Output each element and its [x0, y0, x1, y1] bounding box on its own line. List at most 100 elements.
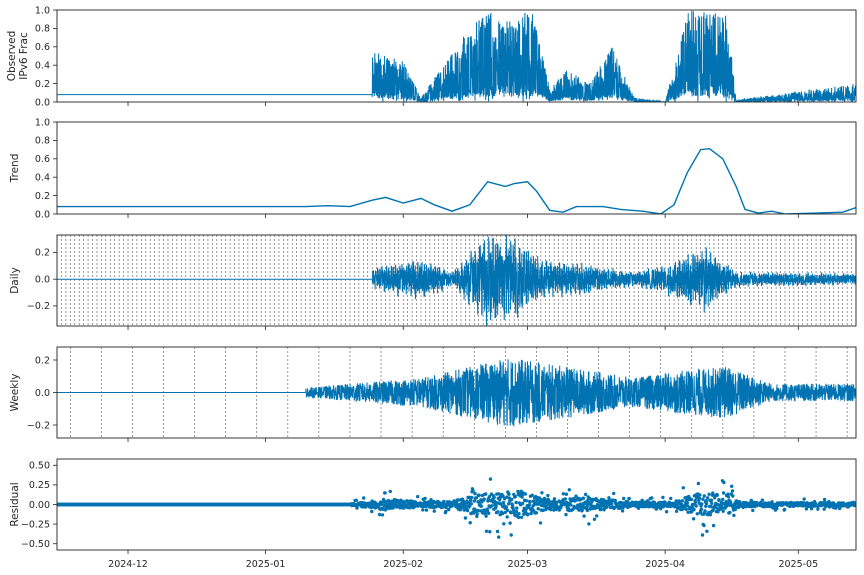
residual-point: [574, 494, 578, 498]
residual-point: [731, 494, 735, 498]
residual-point: [702, 523, 706, 528]
residual-point: [519, 515, 524, 519]
panel-trend: 0.0 0.2 0.4 0.6 0.8 1.0 Trend: [9, 117, 857, 220]
residual-point: [508, 521, 512, 525]
residual-point: [816, 507, 820, 511]
residual-point: [488, 477, 493, 481]
residual-point: [465, 508, 470, 513]
panel-weekly: −0.2 0.0 0.2 Weekly: [9, 346, 857, 442]
residual-point: [702, 494, 706, 498]
residual-point: [545, 502, 549, 506]
residual-point: [692, 507, 696, 512]
y-tick-label: 0.2: [35, 248, 50, 259]
residual-point: [607, 496, 611, 500]
y-tick-label: 0.00: [29, 500, 50, 511]
residual-point: [590, 500, 594, 504]
residual-point: [561, 492, 566, 496]
residual-point: [514, 500, 518, 505]
residual-point: [659, 507, 663, 511]
residual-point: [730, 484, 734, 488]
residual-point: [674, 509, 679, 513]
residual-point: [470, 495, 474, 500]
residual-point: [689, 497, 694, 502]
x-tick-label: 2025-05: [778, 559, 818, 570]
x-tick-label: 2025-03: [508, 559, 548, 570]
residual-point: [552, 497, 557, 501]
y-label-line: Weekly: [9, 374, 21, 412]
residual-point: [706, 496, 710, 500]
residual-point: [516, 515, 521, 520]
residual-point: [696, 481, 701, 486]
residual-point: [730, 489, 735, 493]
y-tick-label: 0.0: [35, 97, 50, 108]
residual-point: [388, 489, 392, 494]
residual-point: [487, 511, 491, 515]
residual-point: [355, 506, 359, 510]
residual-point: [546, 493, 550, 498]
residual-point: [704, 499, 708, 503]
residual-point: [726, 495, 731, 499]
residual-point: [705, 529, 709, 533]
residual-point: [497, 492, 501, 496]
x-tick-label: 2025-02: [383, 559, 423, 570]
residual-point: [505, 515, 509, 519]
x-tick-label: 2025-01: [246, 559, 286, 570]
residual-point: [467, 501, 471, 505]
residual-point: [541, 508, 546, 512]
residual-point: [505, 508, 510, 512]
residual-point: [473, 491, 477, 496]
residual-point: [585, 504, 589, 509]
weekly-y-axis: −0.2 0.0 0.2: [27, 355, 57, 431]
residual-point: [482, 497, 486, 501]
residual-point: [487, 495, 492, 499]
residual-point: [517, 512, 521, 516]
residual-point: [680, 502, 684, 507]
y-label-line: Daily: [9, 267, 21, 294]
residual-point: [432, 509, 436, 513]
residual-point: [585, 508, 590, 513]
residual-point: [521, 501, 525, 506]
residual-point: [680, 499, 685, 503]
residual-point: [501, 500, 506, 505]
residual-point: [809, 507, 814, 511]
residual-point: [523, 492, 527, 496]
residual-point: [492, 495, 496, 500]
residual-point: [732, 513, 736, 518]
trend-y-axis: 0.0 0.2 0.4 0.6 0.8 1.0: [35, 117, 57, 220]
residual-point: [770, 500, 774, 504]
residual-point: [538, 500, 542, 505]
residual-point: [704, 504, 708, 508]
residual-point: [539, 503, 544, 508]
residual-point: [694, 504, 698, 508]
panel-observed: 0.0 0.2 0.4 0.6 0.8 1.0 ObservedIPv6 Frac: [6, 5, 857, 108]
y-tick-label: 0.50: [29, 461, 50, 472]
residual-point: [699, 507, 704, 511]
y-label-line: IPv6 Frac: [18, 32, 30, 80]
residual-point: [538, 521, 543, 525]
y-tick-label: 0.6: [35, 42, 50, 53]
y-tick-label: 0.0: [35, 274, 50, 285]
residual-point: [469, 502, 473, 506]
x-tick-label: 2024-12: [108, 559, 148, 570]
y-tick-label: −0.25: [21, 519, 50, 530]
residual-point: [720, 502, 724, 507]
panel-daily: −0.2 0.0 0.2 Daily: [9, 234, 857, 330]
residual-point: [582, 514, 586, 518]
residual-point: [384, 499, 388, 504]
residual-point: [722, 480, 726, 485]
residual-point: [479, 504, 483, 508]
residual-point: [540, 491, 544, 495]
residual-point: [502, 522, 506, 526]
observed-y-axis-label: ObservedIPv6 Frac: [6, 31, 30, 82]
trend-line: [57, 147, 856, 214]
residual-point: [602, 498, 606, 502]
residual-point: [524, 499, 529, 503]
observed-series: [57, 10, 856, 102]
y-tick-label: 0.0: [35, 388, 50, 399]
residual-point: [354, 498, 358, 502]
trend-y-axis-label: Trend: [9, 154, 21, 184]
residual-point: [497, 535, 501, 539]
residual-point: [700, 533, 705, 537]
residual-point: [728, 510, 732, 515]
residual-point: [522, 512, 526, 516]
